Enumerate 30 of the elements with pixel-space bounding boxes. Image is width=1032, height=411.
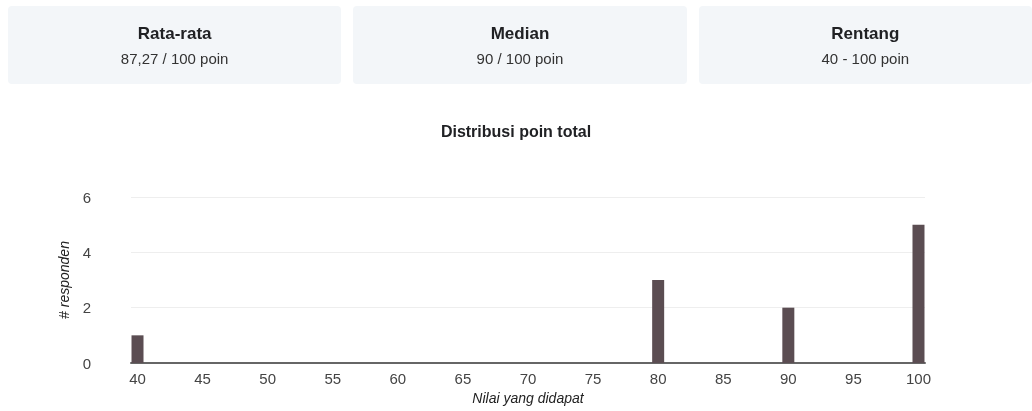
- text: 40 - 100 poin: [820, 50, 911, 67]
- y-tick-label: 6: [82, 188, 91, 206]
- x-tick-label: 85: [714, 370, 732, 387]
- text: Median: [489, 24, 551, 44]
- x-tick-label: 65: [454, 370, 472, 387]
- x-tick-label: 40: [129, 370, 146, 387]
- bar: [131, 335, 144, 363]
- bar: [652, 280, 665, 363]
- text: Rentang: [830, 24, 901, 44]
- y-tick-label: 4: [82, 243, 91, 261]
- x-tick-label: 50: [259, 370, 277, 387]
- x-tick-label: 75: [584, 370, 602, 387]
- x-tick-label: 80: [649, 370, 667, 387]
- x-tick-label: 55: [324, 370, 342, 387]
- x-tick-label: 70: [519, 370, 537, 387]
- y-tick-label: 0: [82, 354, 91, 372]
- x-tick-label: 100: [905, 370, 932, 387]
- x-axis-title: Nilai yang didapat: [472, 389, 585, 406]
- text: Rata-rata: [136, 24, 213, 44]
- chart-title: Distribusi poin total: [440, 122, 592, 140]
- bar: [912, 224, 925, 363]
- x-tick-label: 90: [779, 370, 797, 387]
- text: 87,27 / 100 poin: [119, 50, 230, 67]
- y-axis-title: # responden: [56, 240, 72, 319]
- x-tick-label: 60: [389, 370, 407, 387]
- bar: [782, 307, 795, 363]
- text: 90 / 100 poin: [475, 50, 565, 67]
- y-tick-label: 2: [82, 299, 91, 317]
- x-tick-label: 95: [845, 370, 862, 387]
- x-tick-label: 45: [194, 370, 211, 387]
